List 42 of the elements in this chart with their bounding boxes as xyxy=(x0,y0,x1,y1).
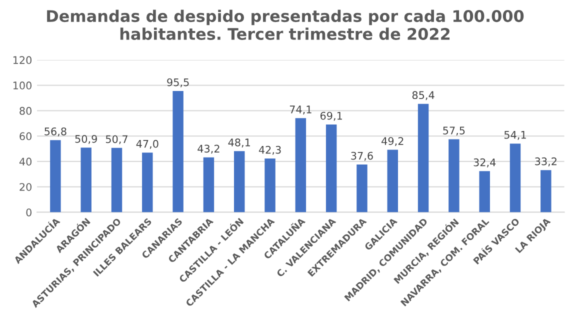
bar xyxy=(111,148,122,212)
data-label: 54,1 xyxy=(504,131,526,140)
bar xyxy=(479,171,490,212)
data-label: 74,1 xyxy=(290,106,312,114)
data-label: 85,4 xyxy=(412,91,434,100)
data-label: 33,2 xyxy=(535,157,556,166)
bar xyxy=(264,158,276,212)
y-tick-label: 20 xyxy=(20,183,32,191)
data-label: 48,1 xyxy=(228,138,250,148)
data-label: 47,0 xyxy=(136,140,158,149)
bar xyxy=(418,104,429,212)
chart-title: Demandas de despido presentadas por cada 100.000 habitantes. Tercer trimestre de 2022 xyxy=(47,10,524,40)
bar xyxy=(540,170,552,212)
data-label: 37,6 xyxy=(351,152,373,161)
data-label: 69,1 xyxy=(320,112,342,121)
data-label: 95,5 xyxy=(167,78,189,88)
y-tick-label: 0 xyxy=(26,208,32,216)
bar xyxy=(50,140,61,212)
bar xyxy=(387,150,398,212)
bar xyxy=(234,151,245,212)
bar xyxy=(203,157,214,212)
data-label: 57,5 xyxy=(443,126,465,136)
bar xyxy=(448,139,460,212)
y-tick-label: 40 xyxy=(19,158,32,166)
bar xyxy=(356,164,368,212)
bar xyxy=(172,91,184,212)
data-label: 50,7 xyxy=(106,135,128,144)
y-tick-label: 120 xyxy=(13,56,32,64)
data-label: 50,9 xyxy=(75,134,97,144)
data-label: 49,2 xyxy=(382,137,404,146)
y-tick-label: 60 xyxy=(20,132,32,140)
bar xyxy=(80,148,92,212)
bar xyxy=(326,124,337,212)
bar xyxy=(510,144,521,212)
data-label: 43,2 xyxy=(198,144,220,154)
data-label: 56,8 xyxy=(44,127,66,136)
data-label: 42,3 xyxy=(258,146,281,155)
bar xyxy=(142,152,153,212)
data-label: 32,4 xyxy=(474,158,496,168)
bar xyxy=(295,118,306,212)
y-tick-label: 80 xyxy=(20,106,32,115)
y-tick-label: 100 xyxy=(13,82,32,90)
